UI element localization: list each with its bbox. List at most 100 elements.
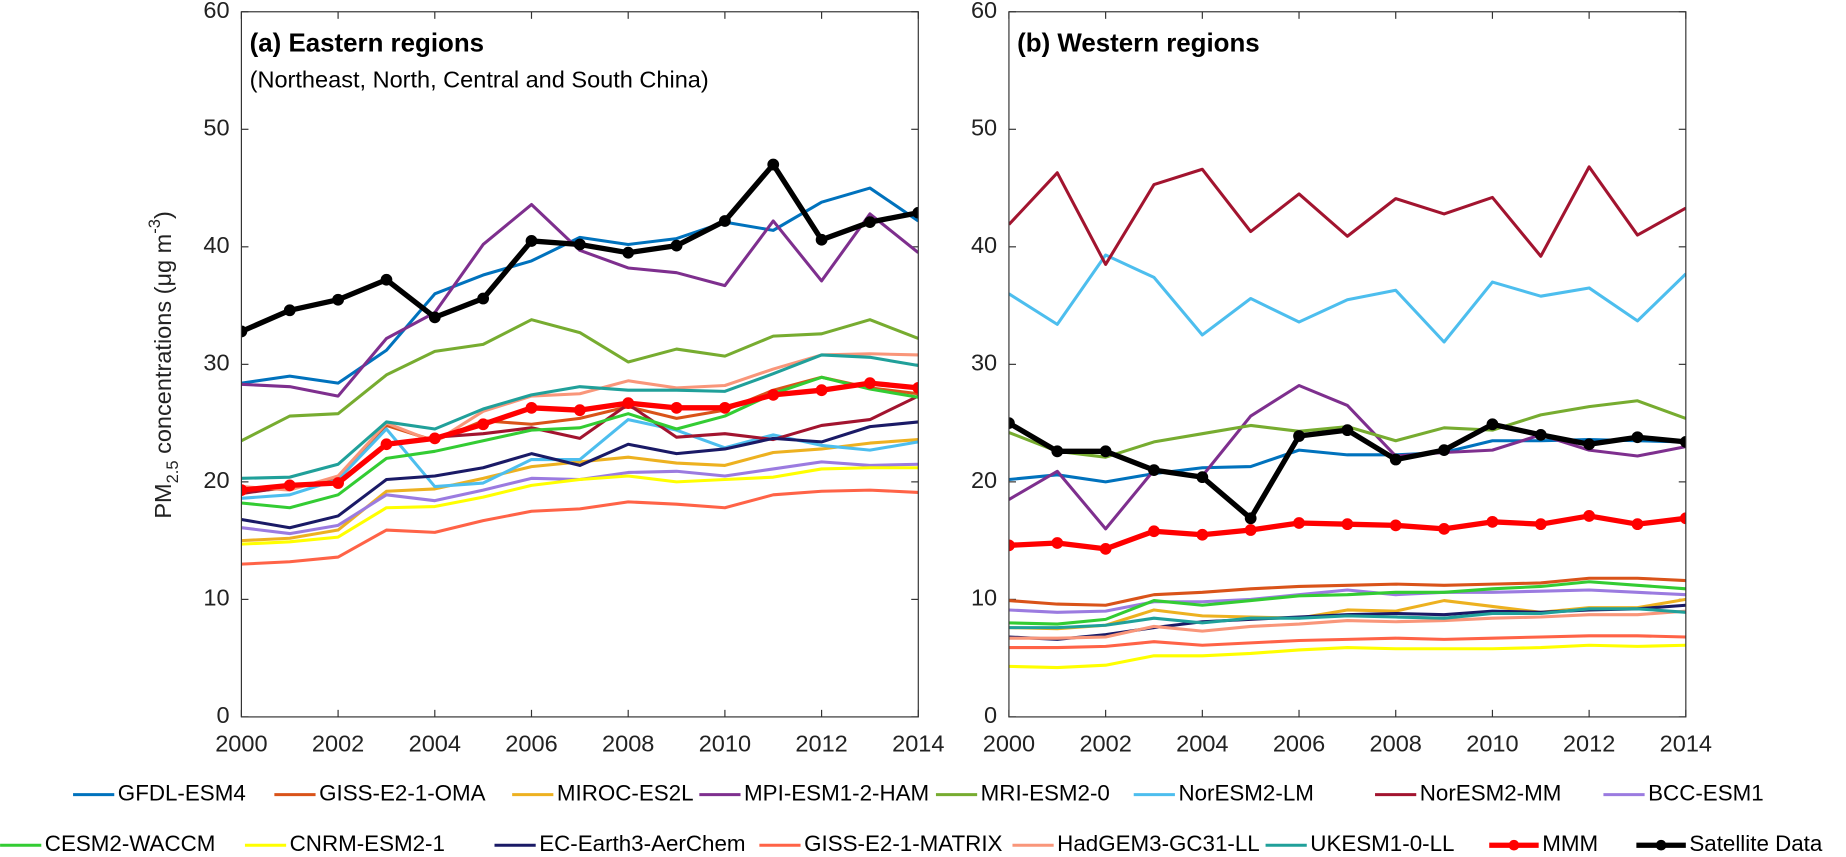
series-line bbox=[241, 318, 919, 443]
x-tick-label: 2000 bbox=[983, 730, 1035, 756]
series-line bbox=[241, 466, 919, 546]
series-marker bbox=[477, 292, 490, 305]
series-marker bbox=[428, 311, 441, 324]
series-marker bbox=[1631, 431, 1644, 444]
series-marker bbox=[1389, 453, 1402, 466]
series-marker bbox=[241, 484, 248, 496]
legend-label: EC-Earth3-AerChem bbox=[539, 831, 745, 856]
series-marker bbox=[1244, 512, 1257, 525]
series-marker bbox=[477, 418, 490, 431]
x-tick-label: 2008 bbox=[1370, 730, 1422, 756]
series-marker bbox=[1148, 525, 1160, 538]
series-line bbox=[241, 488, 919, 566]
series-marker bbox=[525, 401, 538, 414]
series-line bbox=[1008, 165, 1686, 266]
legend-label: UKESM1-0-LL bbox=[1310, 831, 1454, 856]
series-line bbox=[241, 375, 919, 510]
series-line bbox=[1008, 420, 1686, 521]
series-line bbox=[1008, 607, 1686, 630]
legend-label: NorESM2-MM bbox=[1420, 781, 1562, 806]
series-marker bbox=[670, 239, 683, 252]
legend-label: MIROC-ES2L bbox=[557, 781, 694, 806]
panel-title: (b) Western regions bbox=[1017, 30, 1259, 58]
y-tick-label: 10 bbox=[203, 585, 229, 611]
legend-label: HadGEM3-GC31-LL bbox=[1057, 831, 1260, 856]
series-marker bbox=[1583, 438, 1596, 451]
y-tick-label: 60 bbox=[971, 0, 997, 23]
series-marker bbox=[622, 397, 635, 410]
series-marker bbox=[1583, 510, 1596, 522]
series-line bbox=[1008, 643, 1686, 670]
x-tick-label: 2006 bbox=[1273, 730, 1325, 756]
series-line bbox=[1008, 588, 1686, 614]
series-marker bbox=[283, 304, 296, 317]
series-marker bbox=[380, 438, 393, 451]
series-marker bbox=[573, 404, 586, 417]
series-marker bbox=[1244, 524, 1257, 536]
series-line bbox=[1008, 576, 1686, 607]
series-marker bbox=[241, 325, 248, 338]
series-marker bbox=[1051, 445, 1064, 458]
y-tick-label: 30 bbox=[971, 350, 997, 376]
series-marker bbox=[1099, 445, 1112, 458]
series-marker bbox=[1196, 471, 1209, 484]
series-line bbox=[1008, 609, 1686, 640]
series-marker bbox=[767, 389, 780, 401]
series-line bbox=[1008, 580, 1686, 626]
x-tick-label: 2014 bbox=[1660, 730, 1712, 756]
y-tick-label: 10 bbox=[971, 585, 997, 611]
axes-box bbox=[1008, 11, 1687, 718]
series-marker bbox=[1341, 518, 1354, 531]
y-label-part: ) bbox=[150, 211, 176, 219]
series-marker bbox=[332, 477, 344, 489]
series-marker bbox=[670, 401, 683, 414]
y-tick-label: 30 bbox=[203, 350, 229, 376]
series-marker bbox=[525, 235, 538, 247]
series-marker bbox=[622, 246, 635, 259]
series-marker bbox=[1631, 518, 1644, 531]
panel-subtitle: (Northeast, North, Central and South Chi… bbox=[250, 66, 709, 92]
x-tick-label: 2010 bbox=[1466, 730, 1518, 756]
series-marker bbox=[912, 206, 919, 219]
series-line bbox=[1008, 634, 1686, 650]
series-marker bbox=[1438, 444, 1450, 457]
y-tick-label: 50 bbox=[203, 115, 229, 141]
legend-label: NorESM2-LM bbox=[1178, 781, 1313, 806]
y-axis-label: PM2.5 concentrations (μg m-3) bbox=[146, 211, 182, 518]
series-line bbox=[1008, 383, 1686, 531]
series-marker bbox=[719, 401, 731, 414]
legend-label: Satellite Data bbox=[1689, 831, 1823, 856]
series-marker bbox=[1196, 528, 1209, 541]
y-tick-label: 20 bbox=[203, 467, 229, 493]
series-marker bbox=[1679, 436, 1686, 448]
panel-title: (a) Eastern regions bbox=[250, 30, 484, 58]
series-marker bbox=[332, 293, 344, 306]
y-label-part: PM bbox=[150, 483, 176, 518]
legend-label: MMM bbox=[1542, 831, 1598, 856]
x-tick-label: 2002 bbox=[312, 730, 364, 756]
series-line bbox=[241, 420, 919, 530]
series-marker bbox=[1099, 542, 1112, 555]
series-line bbox=[241, 353, 919, 480]
y-tick-label: 50 bbox=[971, 115, 997, 141]
legend-marker bbox=[1655, 839, 1667, 851]
series-marker bbox=[1438, 522, 1450, 535]
series-marker bbox=[428, 432, 441, 445]
legend-label: GISS-E2-1-OMA bbox=[319, 781, 486, 806]
legend-label: GFDL-ESM4 bbox=[118, 781, 246, 806]
series-marker bbox=[283, 479, 296, 492]
x-tick-label: 2014 bbox=[892, 730, 944, 756]
y-tick-label: 60 bbox=[203, 0, 229, 23]
series-marker bbox=[1486, 515, 1499, 528]
y-tick-label: 0 bbox=[217, 702, 230, 728]
legend-label: CNRM-ESM2-1 bbox=[290, 831, 445, 856]
plot-area bbox=[241, 158, 919, 566]
x-tick-label: 2008 bbox=[602, 730, 654, 756]
x-tick-label: 2004 bbox=[1176, 730, 1228, 756]
series-marker bbox=[1008, 417, 1015, 429]
series-marker bbox=[767, 158, 780, 171]
y-label-superscript: -3 bbox=[146, 219, 164, 234]
y-label-subscript: 2.5 bbox=[164, 460, 182, 483]
series-marker bbox=[864, 377, 876, 390]
series-marker bbox=[380, 273, 393, 286]
